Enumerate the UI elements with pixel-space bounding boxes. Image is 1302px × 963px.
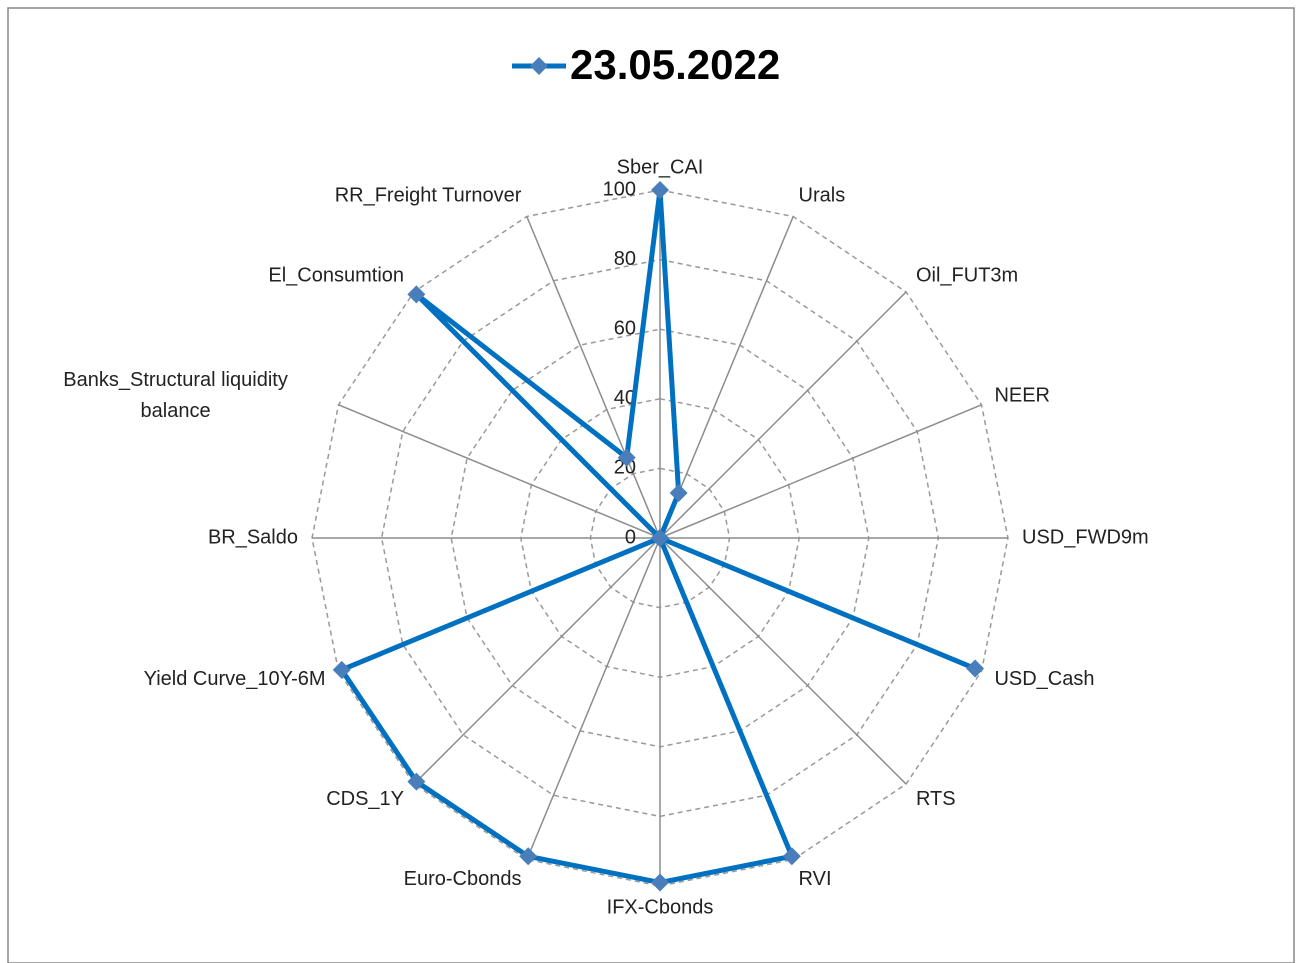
data-point	[407, 772, 426, 791]
series-line	[339, 187, 978, 886]
data-point	[519, 847, 538, 866]
axis-spoke	[526, 216, 661, 539]
axis-spoke	[338, 404, 661, 539]
category-label: Sber_CAI	[617, 156, 704, 178]
category-label: NEER	[994, 385, 1050, 407]
legend-marker	[530, 57, 548, 75]
category-label: Oil_FUT3m	[916, 265, 1018, 287]
category-label: Urals	[799, 184, 846, 206]
axis-spoke	[659, 537, 907, 785]
category-label: Yield Curve_10Y-6M	[144, 668, 326, 690]
axis-spoke	[413, 537, 661, 785]
grid-ring	[311, 189, 1009, 887]
axis-spoke	[659, 404, 982, 539]
grid-ring	[380, 258, 940, 818]
axis-spoke	[659, 291, 907, 539]
data-point	[651, 181, 669, 199]
legend-label: 23.05.2022	[570, 41, 780, 88]
category-label: Euro-Cbonds	[404, 868, 522, 890]
chart-frame	[7, 7, 1295, 963]
data-point	[617, 448, 636, 467]
r-tick-label: 40	[614, 387, 636, 409]
category-label: BR_Saldo	[208, 526, 298, 548]
r-tick-label: 0	[625, 526, 636, 548]
r-tick-label: 80	[614, 248, 636, 270]
data-point	[407, 285, 426, 304]
category-label: CDS_1Y	[326, 788, 404, 810]
category-label: USD_Cash	[994, 668, 1094, 690]
r-tick-label: 60	[614, 317, 636, 339]
category-label: RR_Freight Turnover	[335, 184, 522, 206]
data-point	[332, 660, 351, 679]
category-label: RTS	[916, 788, 956, 810]
axis-spoke	[659, 216, 794, 539]
data-point	[669, 483, 688, 502]
r-tick-label: 100	[603, 178, 636, 200]
axis-spoke	[526, 537, 661, 860]
category-label: IFX-Cbonds	[607, 896, 714, 918]
data-point	[651, 873, 669, 892]
data-point	[651, 529, 669, 547]
data-point	[782, 847, 801, 866]
category-label: Banks_Structural liquidity balance	[63, 369, 288, 423]
category-label: RVI	[799, 868, 832, 890]
category-label: USD_FWD9m	[1022, 526, 1149, 548]
category-label-box: Banks_Structural liquidity balance	[63, 369, 288, 423]
data-point	[966, 659, 985, 678]
category-label: El_Consumtion	[268, 265, 404, 287]
